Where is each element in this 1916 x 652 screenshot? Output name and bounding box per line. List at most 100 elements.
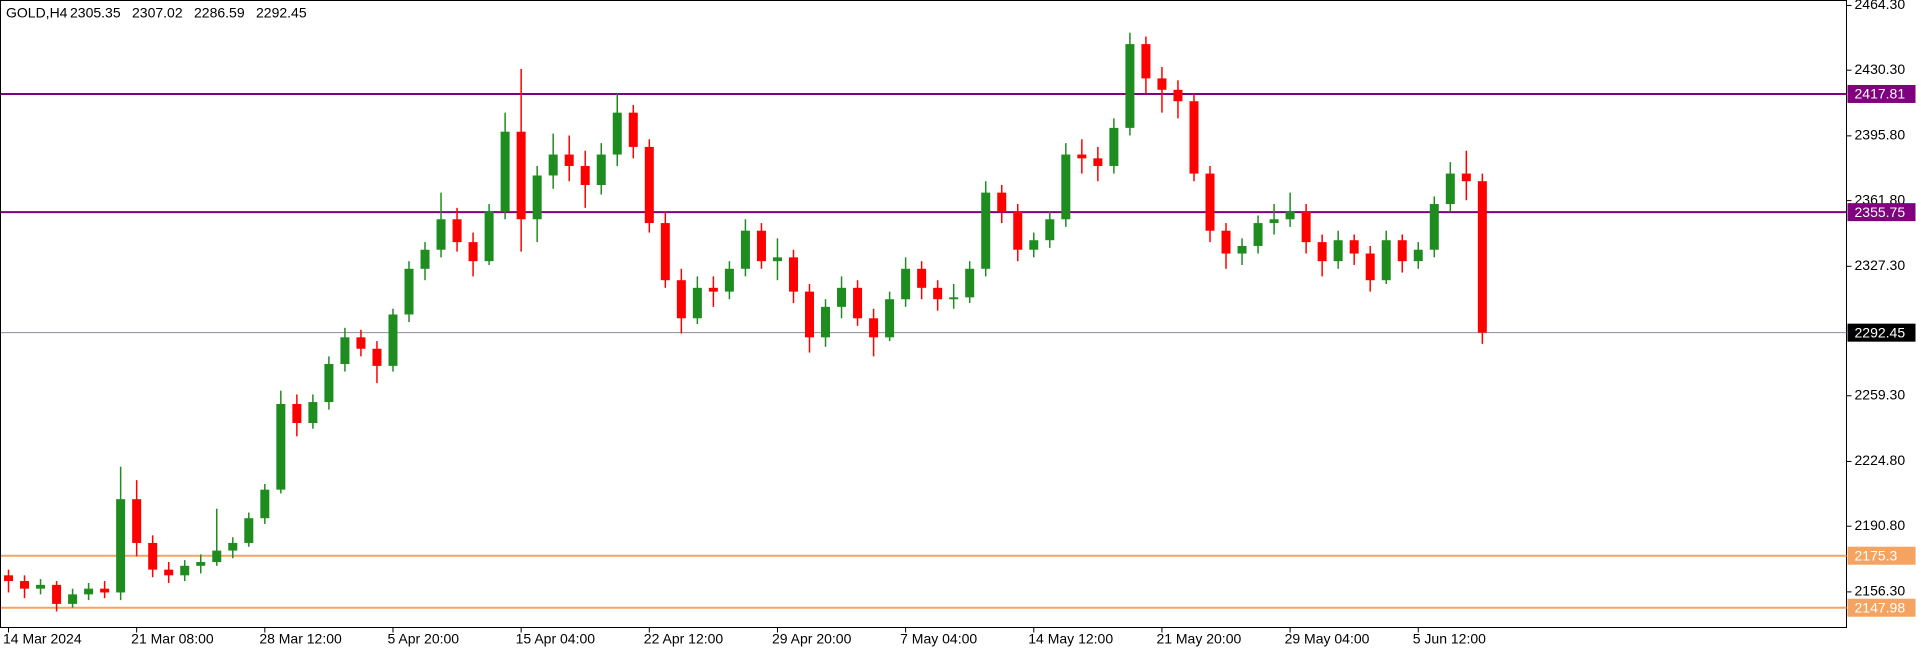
candle-body	[260, 489, 270, 519]
candle-body	[244, 518, 254, 543]
candle-body	[1333, 240, 1343, 262]
candle-body	[1045, 219, 1055, 241]
candle-body	[116, 499, 126, 593]
candle-body	[644, 146, 654, 224]
candle-body	[196, 562, 206, 566]
candle-body	[997, 192, 1007, 212]
level-label: 2147.98	[1855, 599, 1906, 615]
x-tick-label: 29 Apr 20:00	[772, 631, 852, 647]
candle-body	[20, 581, 30, 589]
candle-body	[356, 337, 366, 349]
x-tick-label: 28 Mar 12:00	[259, 631, 342, 647]
plot-frame	[0, 0, 1847, 628]
candle-body	[452, 219, 462, 243]
level-label: 2417.81	[1855, 86, 1906, 102]
candle-body	[1461, 173, 1471, 182]
candle-body	[148, 542, 158, 570]
header-ohlc: 2292.45	[256, 5, 307, 21]
y-tick-label: 2327.30	[1855, 257, 1906, 273]
candle-body	[1429, 204, 1439, 250]
x-tick-label: 22 Apr 12:00	[644, 631, 724, 647]
candle-body	[132, 499, 142, 543]
candle-body	[869, 318, 879, 338]
candle-body	[805, 291, 814, 338]
candle-body	[68, 594, 78, 604]
candle-body	[228, 542, 238, 551]
candle-body	[1477, 181, 1487, 333]
candle-body	[596, 154, 606, 186]
candle-body	[516, 131, 526, 220]
candle-body	[276, 403, 286, 490]
candle-body	[436, 219, 446, 250]
candle-body	[1253, 223, 1263, 246]
candle-body	[692, 287, 702, 319]
header-ohlc: 2305.35	[70, 5, 121, 21]
y-tick-label: 2190.80	[1855, 517, 1906, 533]
level-label-bg	[1847, 546, 1916, 565]
candle-body	[100, 588, 110, 593]
level-label-bg	[1847, 323, 1916, 342]
candle-body	[901, 268, 911, 300]
candle-body	[708, 287, 718, 292]
y-tick-label: 2259.30	[1855, 386, 1906, 402]
candle-body	[853, 287, 863, 319]
x-tick-label: 14 Mar 2024	[3, 631, 82, 647]
candle-body	[340, 337, 350, 364]
candle-body	[676, 280, 686, 319]
level-label-bg	[1847, 598, 1916, 617]
header-ohlc: 2307.02	[132, 5, 183, 21]
candle-body	[628, 112, 638, 147]
candle-body	[468, 242, 478, 262]
candle-body	[933, 287, 943, 300]
candle-body	[1173, 89, 1183, 102]
candle-body	[1285, 211, 1295, 220]
candle-body	[404, 268, 414, 315]
x-tick-label: 21 Mar 08:00	[131, 631, 214, 647]
candle-body	[324, 363, 334, 403]
x-tick-label: 14 May 12:00	[1028, 631, 1113, 647]
candle-body	[949, 297, 959, 300]
candle-body	[1445, 173, 1455, 205]
candle-body	[1077, 154, 1087, 159]
candle-body	[917, 268, 927, 288]
candle-body	[548, 154, 558, 176]
candle-body	[756, 230, 766, 262]
candle-body	[1157, 78, 1167, 90]
candle-body	[965, 268, 975, 298]
candle-body	[1029, 240, 1039, 250]
candle-body	[308, 402, 318, 424]
y-tick-label: 2224.80	[1855, 452, 1906, 468]
candle-body	[1237, 245, 1247, 254]
candle-body	[1189, 101, 1199, 174]
candle-body	[837, 287, 847, 307]
candle-body	[885, 299, 895, 338]
candle-body	[564, 154, 574, 166]
candle-body	[660, 223, 670, 281]
candle-body	[292, 403, 302, 424]
y-tick-label: 2156.30	[1855, 583, 1906, 599]
header-ohlc: 2286.59	[194, 5, 245, 21]
level-label-bg	[1847, 84, 1916, 103]
x-tick-label: 5 Apr 20:00	[387, 631, 459, 647]
candle-body	[580, 165, 590, 186]
candle-body	[821, 306, 831, 338]
candle-body	[1013, 211, 1023, 250]
level-label: 2292.45	[1855, 324, 1906, 340]
candle-body	[52, 584, 62, 604]
candle-body	[212, 550, 222, 563]
y-tick-label: 2430.30	[1855, 61, 1906, 77]
candle-body	[36, 584, 46, 589]
candle-body	[724, 268, 734, 292]
candle-body	[1397, 240, 1407, 262]
candle-body	[1301, 211, 1311, 243]
candle-body	[532, 175, 542, 220]
level-label: 2175.3	[1855, 547, 1898, 563]
candle-body	[1269, 219, 1279, 224]
candle-body	[788, 257, 798, 292]
y-tick-label: 2464.30	[1855, 0, 1906, 12]
candle-body	[1109, 127, 1119, 166]
candle-body	[1125, 44, 1135, 128]
candle-body	[1349, 240, 1359, 254]
y-tick-label: 2395.80	[1855, 127, 1906, 143]
